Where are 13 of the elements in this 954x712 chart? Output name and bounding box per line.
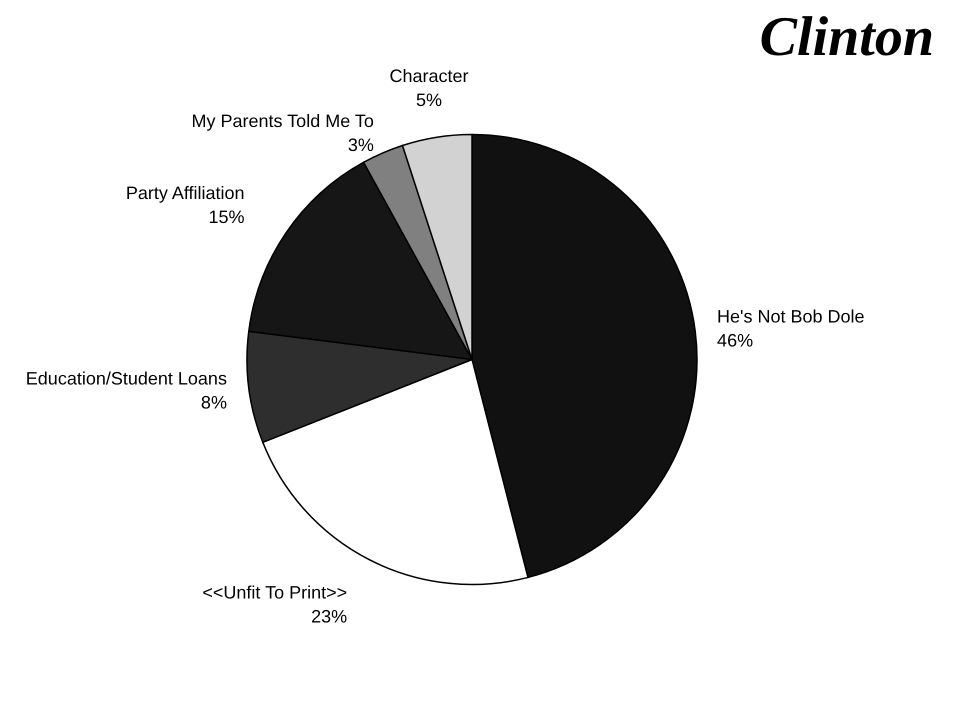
data-label: 3% [348,134,374,155]
data-label: 15% [208,206,245,227]
slice-label: He's Not Bob Dole [717,306,865,327]
slice-label: My Parents Told Me To [191,110,374,131]
data-label: 5% [416,90,442,110]
chart-title: Clinton [760,6,934,68]
slice-label: <<Unfit To Print>> [202,582,348,603]
data-label: 23% [311,606,348,627]
data-label: 46% [717,330,754,351]
slice-label: Education/Student Loans [26,368,227,388]
data-label: 8% [200,392,227,412]
slice-label: Party Affiliation [126,182,245,203]
slice-label: Character [389,66,468,86]
